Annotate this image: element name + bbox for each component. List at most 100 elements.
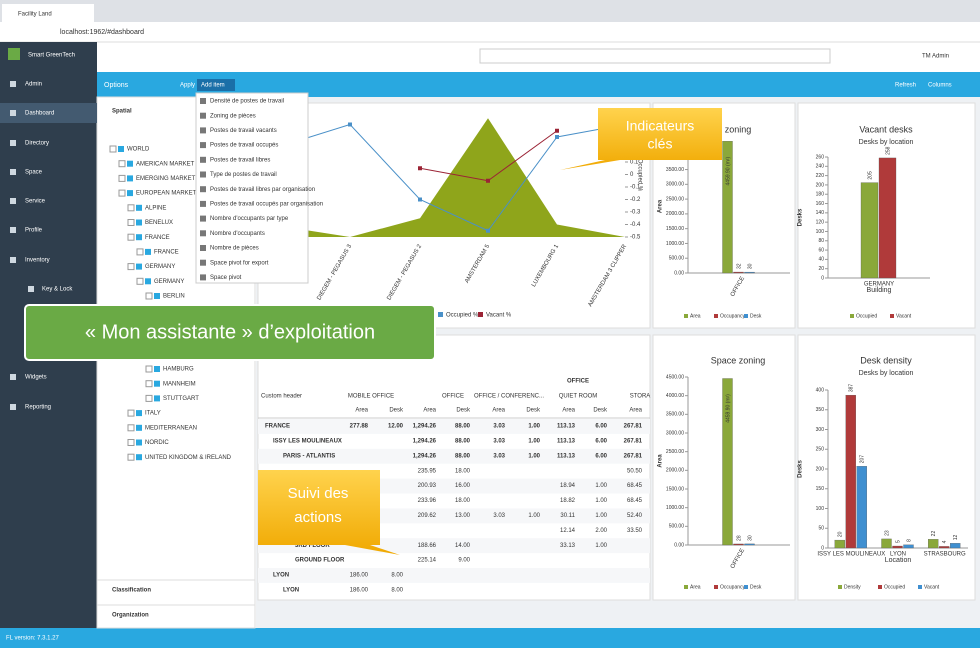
tree-checkbox[interactable]: [136, 277, 144, 285]
legend-label[interactable]: Vacant: [896, 313, 912, 319]
tree-item[interactable]: WORLD: [127, 147, 150, 153]
menu-item[interactable]: Postes de travail occupés par organisati…: [210, 201, 323, 207]
tree-checkbox[interactable]: [127, 219, 135, 226]
add-item-button[interactable]: [197, 79, 235, 91]
tree-item[interactable]: ALPINE: [145, 205, 166, 211]
tree-checkbox[interactable]: [145, 365, 153, 373]
legend-label[interactable]: Area: [690, 313, 701, 319]
tree-item[interactable]: GERMANY: [145, 264, 175, 270]
x-tick-label: STRASBOURG: [924, 552, 966, 558]
legend-label[interactable]: Density: [844, 584, 861, 590]
search[interactable]: [479, 48, 831, 64]
y-tick-label: 3500.00: [666, 412, 684, 418]
nav-item[interactable]: Dashboard: [25, 111, 54, 117]
pivot-subheader: Area: [492, 408, 505, 414]
nav-item[interactable]: Key & Lock: [42, 287, 73, 293]
tree-item[interactable]: GERMANY: [154, 279, 184, 285]
legend-label[interactable]: Vacant %: [486, 313, 512, 319]
add-item[interactable]: Add item: [201, 83, 225, 89]
tree-item[interactable]: ITALY: [145, 411, 161, 417]
tree-item[interactable]: FRANCE: [145, 235, 170, 241]
nav-item[interactable]: Service: [25, 199, 46, 205]
legend-swatch: [838, 585, 842, 589]
legend-label[interactable]: Desk: [750, 313, 762, 319]
tree-item[interactable]: EUROPEAN MARKETS: [136, 191, 200, 197]
columns[interactable]: Columns: [928, 83, 952, 89]
menu-item[interactable]: Postes de travail libres: [210, 157, 270, 163]
tree-checkbox[interactable]: [136, 248, 144, 256]
nav-item[interactable]: Inventory: [25, 258, 50, 264]
tree-item[interactable]: STUTTGART: [163, 396, 199, 402]
user[interactable]: TM Admin: [922, 54, 949, 60]
tree-checkbox[interactable]: [118, 189, 126, 197]
nav-item[interactable]: Reporting: [25, 405, 51, 411]
nav-item[interactable]: Profile: [25, 228, 43, 234]
legend-label[interactable]: Occupancy: [720, 584, 746, 590]
tree-checkbox[interactable]: [127, 424, 135, 432]
tree-checkbox[interactable]: [145, 292, 153, 300]
tree-checkbox[interactable]: [127, 263, 135, 271]
tree-checkbox[interactable]: [109, 145, 117, 153]
apply[interactable]: Apply: [180, 83, 195, 89]
tree-item[interactable]: MANNHEIM: [163, 381, 196, 387]
nav-icon: [10, 81, 16, 87]
menu-item[interactable]: Postes de travail occupés: [210, 143, 278, 149]
tree-checkbox[interactable]: [145, 394, 153, 402]
legend-label[interactable]: Vacant: [924, 584, 940, 590]
pivot-subheader: Desk: [389, 408, 404, 414]
tree-checkbox[interactable]: [127, 204, 135, 212]
nav-item[interactable]: Widgets: [25, 375, 47, 381]
tree-checkbox[interactable]: [145, 380, 153, 388]
menu-item[interactable]: Postes de travail libres par organisatio…: [210, 187, 315, 193]
refresh[interactable]: Refresh: [895, 83, 916, 89]
menu-item[interactable]: Postes de travail vacants: [210, 128, 277, 134]
tree-checkbox[interactable]: [127, 439, 135, 446]
tree-checkbox[interactable]: [127, 409, 135, 417]
menu-item[interactable]: Zoning de pièces: [210, 113, 256, 119]
legend-swatch: [918, 585, 922, 589]
legend-label[interactable]: Occupied: [884, 584, 905, 590]
y-tick-label: 0: [821, 275, 824, 281]
tree-checkbox[interactable]: [118, 160, 126, 168]
menu-item[interactable]: Type de postes de travail: [210, 172, 277, 178]
organization[interactable]: Organization: [112, 613, 149, 619]
classification[interactable]: Classification: [112, 588, 151, 594]
tree-item[interactable]: BERLIN: [163, 294, 185, 300]
nav-item[interactable]: Directory: [25, 141, 49, 147]
menu-item[interactable]: Nombre d'occupants: [210, 231, 265, 237]
pivot-subheader: Area: [562, 408, 575, 414]
menu-item[interactable]: Nombre de pièces: [210, 246, 259, 252]
url[interactable]: localhost:1962/#dashboard: [60, 29, 144, 36]
tree-item[interactable]: FRANCE: [154, 249, 179, 255]
line: [269, 123, 626, 232]
tree-item[interactable]: EMERGING MARKETS: [136, 176, 199, 182]
legend-label[interactable]: Occupied: [856, 313, 877, 319]
tree-item[interactable]: UNITED KINGDOM & IRELAND: [145, 455, 232, 461]
menu-item[interactable]: Space pivot for export: [210, 260, 269, 266]
tab[interactable]: [2, 4, 94, 22]
menu-item[interactable]: Space pivot: [210, 275, 242, 281]
tree-item[interactable]: MEDITERRANEAN: [145, 425, 197, 431]
legend-label[interactable]: Desk: [750, 584, 762, 590]
tree-checkbox[interactable]: [127, 453, 135, 461]
tree-icon: [136, 219, 142, 226]
y-tick-label: 50: [818, 526, 824, 532]
tree-item[interactable]: AMERICAN MARKET: [136, 161, 195, 167]
tree-item[interactable]: BENELUX: [145, 220, 173, 226]
tree-item[interactable]: HAMBURG: [163, 367, 194, 373]
legend-swatch: [714, 314, 718, 318]
nav-item[interactable]: Admin: [25, 82, 42, 88]
legend-label[interactable]: Occupied %: [446, 313, 479, 319]
y-tick-label: 80: [818, 238, 824, 244]
pivot-cell: 3.03: [493, 453, 505, 459]
footer: [0, 628, 980, 648]
legend-label[interactable]: Occupancy: [720, 313, 746, 319]
nav-item[interactable]: Space: [25, 170, 43, 176]
legend-label[interactable]: Area: [690, 584, 701, 590]
tree-checkbox[interactable]: [118, 174, 126, 182]
tree-checkbox[interactable]: [127, 233, 135, 241]
menu-item[interactable]: Nombre d'occupants par type: [210, 216, 289, 222]
menu-item[interactable]: Densité de postes de travail: [210, 99, 284, 105]
tree-item[interactable]: NORDIC: [145, 440, 169, 446]
